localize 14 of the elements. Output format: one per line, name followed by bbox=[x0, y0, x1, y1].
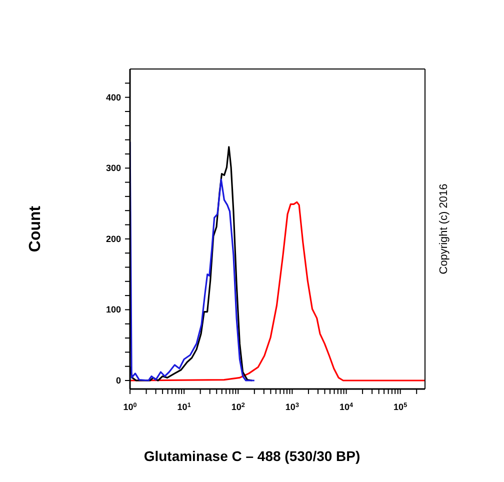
x-tick-label: 10$^{2}$ bbox=[231, 402, 246, 412]
y-tick-label: 100 bbox=[106, 304, 121, 315]
text: Copyright (c) 2016 bbox=[438, 183, 450, 274]
x-tick-label: 10$^{1}$ bbox=[177, 402, 192, 412]
x-tick-label: 10$^{0}$ bbox=[123, 402, 138, 412]
y-axis-title: Count bbox=[27, 205, 45, 252]
y-tick-label: 400 bbox=[106, 92, 121, 102]
x-axis-title: Glutaminase C – 488 (530/30 BP) bbox=[142, 448, 362, 464]
y-tick-label: 200 bbox=[106, 234, 121, 244]
y-tick-label: 300 bbox=[106, 163, 121, 174]
x-tick-label: 10$^{5}$ bbox=[394, 402, 408, 412]
y-tick-label: 0 bbox=[116, 376, 121, 386]
x-tick-label: 10$^{3}$ bbox=[285, 402, 300, 412]
x-tick-label: 10$^{4}$ bbox=[339, 402, 354, 412]
